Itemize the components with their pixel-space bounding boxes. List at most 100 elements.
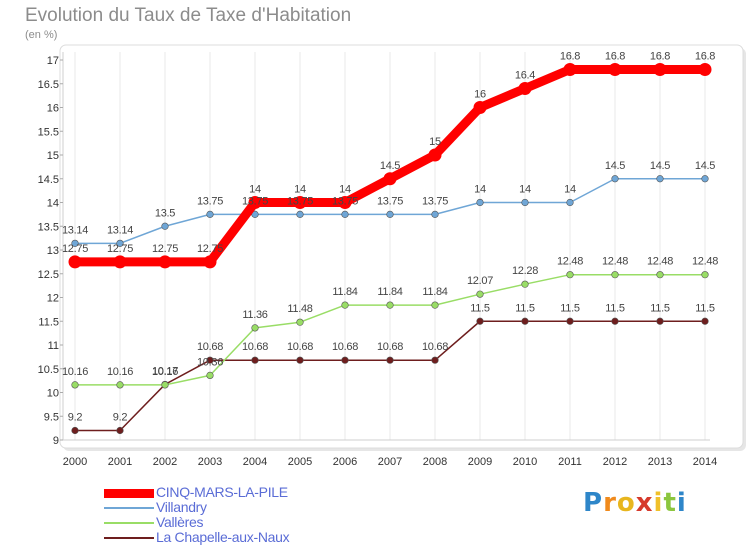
data-label: 10.17: [152, 365, 178, 377]
data-label: 10.68: [422, 341, 448, 353]
x-tick-label: 2004: [243, 456, 267, 468]
y-tick-label: 13: [47, 245, 59, 257]
data-label: 10.68: [287, 341, 313, 353]
data-point: [521, 317, 529, 325]
data-label: 12.75: [62, 243, 88, 255]
data-point: [341, 301, 349, 309]
data-label: 11.36: [242, 309, 267, 321]
data-label: 11.5: [650, 302, 670, 314]
x-tick-label: 2009: [468, 456, 492, 468]
logo-letter: i: [676, 488, 687, 518]
data-label: 14: [294, 184, 306, 196]
logo-letter: x: [635, 488, 654, 518]
data-point: [161, 381, 169, 389]
data-point: [611, 271, 619, 279]
data-label: 11.5: [470, 302, 490, 314]
data-label: 13.5: [155, 207, 175, 219]
legend-item: Vallères: [104, 514, 384, 531]
data-label: 12.75: [107, 243, 133, 255]
data-label: 11.5: [515, 302, 535, 314]
data-label: 14: [519, 184, 531, 196]
logo-letter: P: [583, 488, 604, 518]
x-tick-label: 2011: [558, 456, 582, 468]
y-tick-label: 12.5: [38, 269, 59, 281]
legend-label: CINQ-MARS-LA-PILE: [156, 484, 288, 500]
data-point: [518, 82, 532, 95]
y-tick-label: 10: [47, 388, 59, 400]
data-point: [653, 63, 667, 76]
y-tick-label: 15.5: [38, 126, 59, 138]
data-point: [566, 271, 574, 279]
legend-label: Villandry: [156, 499, 207, 515]
data-label: 16.8: [695, 51, 715, 63]
logo-letter: t: [663, 488, 677, 518]
data-label: 13.75: [377, 195, 403, 207]
y-tick-label: 16: [47, 103, 59, 115]
x-tick-label: 2002: [153, 456, 177, 468]
y-tick-label: 16.5: [38, 79, 59, 91]
data-label: 16.4: [515, 70, 535, 82]
y-tick-label: 9: [53, 435, 59, 447]
data-label: 11.5: [605, 302, 625, 314]
data-point: [251, 324, 259, 332]
data-point: [608, 63, 622, 76]
data-point: [431, 301, 439, 309]
data-point: [113, 255, 127, 269]
legend-item: CINQ-MARS-LA-PILE: [104, 484, 384, 501]
data-label: 14.5: [695, 160, 715, 172]
data-label: 14: [564, 184, 576, 196]
y-tick-label: 14: [47, 198, 59, 210]
data-point: [383, 172, 397, 186]
data-label: 10.68: [332, 341, 358, 353]
data-label: 9.2: [113, 412, 128, 424]
legend-swatch: [104, 537, 154, 539]
data-label: 12.07: [467, 275, 493, 287]
y-tick-label: 10.5: [38, 364, 59, 376]
data-point: [248, 196, 262, 209]
x-tick-label: 2003: [198, 456, 222, 468]
data-point: [293, 196, 307, 209]
data-point: [206, 371, 214, 380]
data-label: 10.16: [152, 366, 178, 378]
data-point: [563, 63, 577, 76]
data-point: [206, 356, 214, 364]
data-label: 13.14: [107, 224, 133, 236]
plot-area: [59, 44, 744, 449]
legend-swatch: [104, 488, 154, 498]
x-tick-label: 2012: [603, 456, 627, 468]
logo-letter: o: [616, 488, 636, 518]
data-label: 12.48: [692, 256, 718, 268]
data-point: [701, 271, 709, 279]
data-label: 15: [429, 136, 441, 148]
data-label: 11.84: [422, 286, 447, 298]
data-point: [566, 198, 574, 207]
data-point: [341, 356, 349, 364]
data-label: 16.8: [560, 51, 580, 63]
x-tick-label: 2014: [693, 456, 717, 468]
chart-unit-label: (en %): [25, 29, 58, 41]
data-point: [206, 210, 214, 218]
data-point: [68, 255, 82, 269]
y-tick-label: 13.5: [38, 221, 59, 233]
data-label: 14: [339, 184, 351, 196]
data-label: 16.8: [605, 51, 625, 63]
data-point: [476, 290, 484, 298]
data-label: 11.84: [332, 286, 357, 298]
data-point: [161, 222, 169, 230]
x-tick-label: 2010: [513, 456, 537, 468]
y-tick-label: 9.5: [44, 411, 59, 423]
data-point: [611, 175, 619, 183]
legend-swatch: [104, 507, 154, 509]
x-tick-label: 2005: [288, 456, 312, 468]
x-tick-label: 2008: [423, 456, 447, 468]
data-point: [656, 317, 664, 325]
data-point: [698, 63, 712, 76]
data-label: 11.5: [695, 302, 715, 314]
legend-item: La Chapelle-aux-Naux: [104, 529, 384, 546]
data-point: [476, 198, 484, 207]
data-label: 11.84: [377, 286, 402, 298]
series-villandry: [71, 175, 709, 247]
data-point: [116, 426, 124, 435]
legend-item: Villandry: [104, 499, 384, 516]
